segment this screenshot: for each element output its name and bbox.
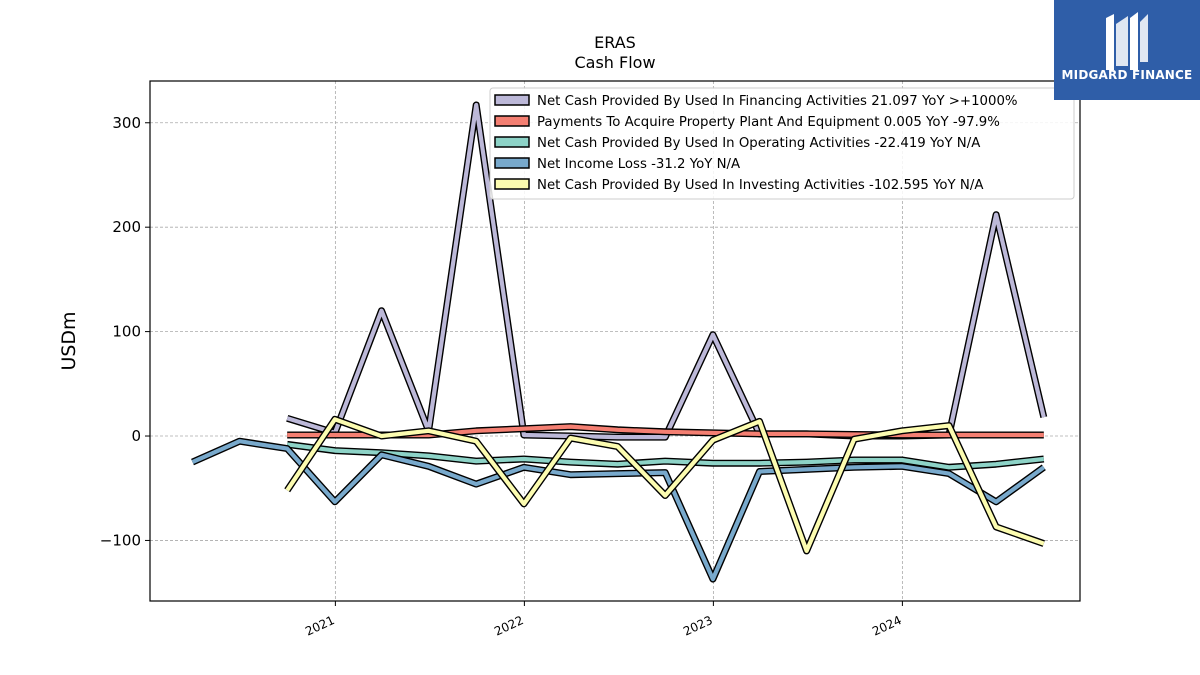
x-tick-label: 2022 [492,613,526,639]
chart-title: ERAS [594,33,636,52]
chart-subtitle: Cash Flow [574,53,655,72]
legend-swatch [494,94,530,106]
y-tick-label: 200 [112,218,141,236]
y-axis-label: USDm [58,311,80,370]
x-tick-label: 2023 [681,613,715,639]
y-tick-label: 0 [131,427,141,445]
series-line [286,442,1045,470]
y-tick-label: −100 [100,531,141,549]
series-line [285,417,1045,554]
legend-swatch [494,136,530,148]
legend-entry: Net Cash Provided By Used In Financing A… [537,94,1018,109]
plot-frame [149,80,1081,602]
legend-entry: Payments To Acquire Property Plant And E… [537,115,1000,130]
y-tick-label: 100 [112,323,141,341]
legend-entry: Net Cash Provided By Used In Operating A… [537,136,980,151]
legend: Net Cash Provided By Used In Financing A… [489,87,1075,200]
logo-text: MIDGARD FINANCE [1061,68,1193,82]
legend-swatch [494,178,530,190]
series-lines [191,101,1048,583]
logo-mark-icon [1106,12,1148,70]
midgard-finance-logo: MIDGARD FINANCE [1054,0,1200,100]
x-tick-label: 2024 [870,613,904,639]
legend-swatch [494,115,530,127]
legend-entry: Net Cash Provided By Used In Investing A… [537,178,983,193]
legend-entry: Net Income Loss -31.2 YoY N/A [537,157,740,172]
legend-box [489,87,1075,200]
legend-swatch [494,157,530,169]
x-tick-label: 2021 [303,613,337,639]
series-line [191,439,1046,582]
y-tick-label: 300 [112,114,141,132]
